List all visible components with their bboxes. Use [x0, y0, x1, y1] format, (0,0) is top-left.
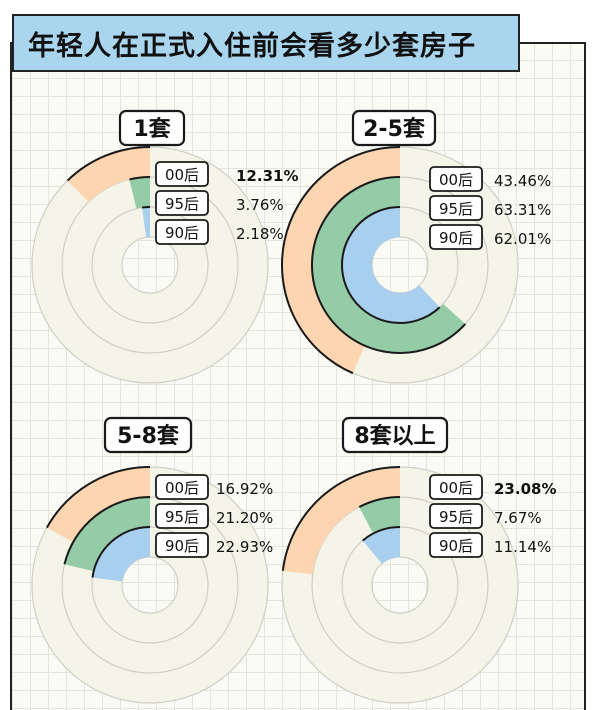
legend-label-95后: 95后: [439, 200, 473, 218]
data-label-95后: 63.31%: [494, 201, 551, 219]
legend-box-00后: [429, 166, 483, 192]
bar-outline-95后: [311, 176, 467, 354]
legend-label-95后: 95后: [165, 195, 199, 213]
bar-outline-95后: [63, 496, 151, 565]
data-label-95后: 3.76%: [236, 196, 284, 214]
legend-label-00后: 00后: [439, 171, 473, 189]
chart-title: 8套以上: [354, 423, 435, 449]
frame-top-line: [520, 42, 586, 44]
bar-90后: [92, 527, 150, 582]
chart-title-box: [341, 416, 449, 454]
bar-00后: [282, 147, 400, 374]
bar-outline-90后: [91, 526, 151, 578]
data-label-95后: 21.20%: [216, 509, 273, 527]
data-label-90后: 22.93%: [216, 538, 273, 556]
bar-90后: [362, 527, 400, 564]
data-label-90后: 11.14%: [494, 538, 551, 556]
legend-box-95后: [155, 190, 209, 216]
title-banner: 年轻人在正式入住前会看多少套房子: [12, 14, 520, 72]
bar-outline-00后: [46, 466, 151, 529]
bar-90后: [142, 207, 150, 238]
legend-box-95后: [429, 195, 483, 221]
legend-label-95后: 95后: [165, 508, 199, 526]
legend-label-90后: 90后: [439, 229, 473, 247]
chart-title: 2-5套: [363, 116, 425, 142]
bar-95后: [129, 177, 150, 209]
data-label-90后: 2.18%: [236, 225, 284, 243]
data-label-00后: 16.92%: [216, 480, 273, 498]
legend-box-00后: [429, 474, 483, 500]
bar-outline-00后: [66, 146, 151, 182]
legend-label-00后: 00后: [165, 166, 199, 184]
bar-outline-95后: [358, 496, 401, 508]
legend-box-95后: [155, 503, 209, 529]
legend-box-90后: [155, 532, 209, 558]
ring-chart-3: 5-8套 00后 16.92% 95后 21.20% 90后 22.93%: [31, 416, 273, 704]
legend-box-90后: [429, 532, 483, 558]
bar-outline-00后: [281, 466, 401, 571]
data-label-00后: 23.08%: [494, 480, 556, 498]
data-label-90后: 62.01%: [494, 230, 551, 248]
legend-box-00后: [155, 474, 209, 500]
legend-box-90后: [155, 219, 209, 245]
legend-label-00后: 00后: [439, 479, 473, 497]
legend-label-90后: 90后: [439, 537, 473, 555]
ring-chart-1: 1套 00后 12.31% 95后 3.76% 90后 2.18%: [31, 109, 298, 384]
bar-95后: [359, 497, 400, 534]
bar-00后: [282, 467, 400, 575]
chart-title-box: [118, 109, 186, 147]
legend-label-90后: 90后: [165, 224, 199, 242]
bar-00后: [67, 147, 150, 203]
legend-label-95后: 95后: [439, 508, 473, 526]
legend-box-00后: [155, 161, 209, 187]
chart-title: 年轻人在正式入住前会看多少套房子: [28, 30, 476, 62]
bar-outline-95后: [129, 176, 151, 181]
bar-outline-00后: [281, 146, 401, 375]
legend-label-90后: 90后: [165, 537, 199, 555]
data-label-95后: 7.67%: [494, 509, 542, 527]
bar-90后: [342, 207, 440, 323]
ring-chart-2: 2-5套 00后 43.46% 95后 63.31% 90后 62.01%: [281, 109, 551, 384]
chart-title-box: [103, 416, 193, 454]
bar-outline-90后: [141, 206, 151, 209]
legend-box-90后: [429, 224, 483, 250]
legend-label-00后: 00后: [165, 479, 199, 497]
data-label-00后: 43.46%: [494, 172, 551, 190]
chart-title-box: [351, 109, 437, 147]
bar-95后: [312, 177, 466, 353]
bar-00后: [46, 467, 151, 543]
ring-outline-4: [121, 236, 179, 294]
data-label-00后: 12.31%: [236, 167, 298, 185]
bar-95后: [64, 497, 150, 572]
ring-chart-4: 8套以上 00后 23.08% 95后 7.67% 90后 11.14%: [281, 416, 556, 704]
ring-outline-4: [121, 556, 179, 614]
bar-outline-90后: [341, 206, 441, 324]
legend-box-95后: [429, 503, 483, 529]
ring-outline-4: [371, 556, 429, 614]
ring-outline-4: [371, 236, 429, 294]
chart-title: 5-8套: [117, 423, 179, 449]
bar-outline-90后: [361, 526, 401, 542]
chart-title: 1套: [133, 116, 170, 142]
